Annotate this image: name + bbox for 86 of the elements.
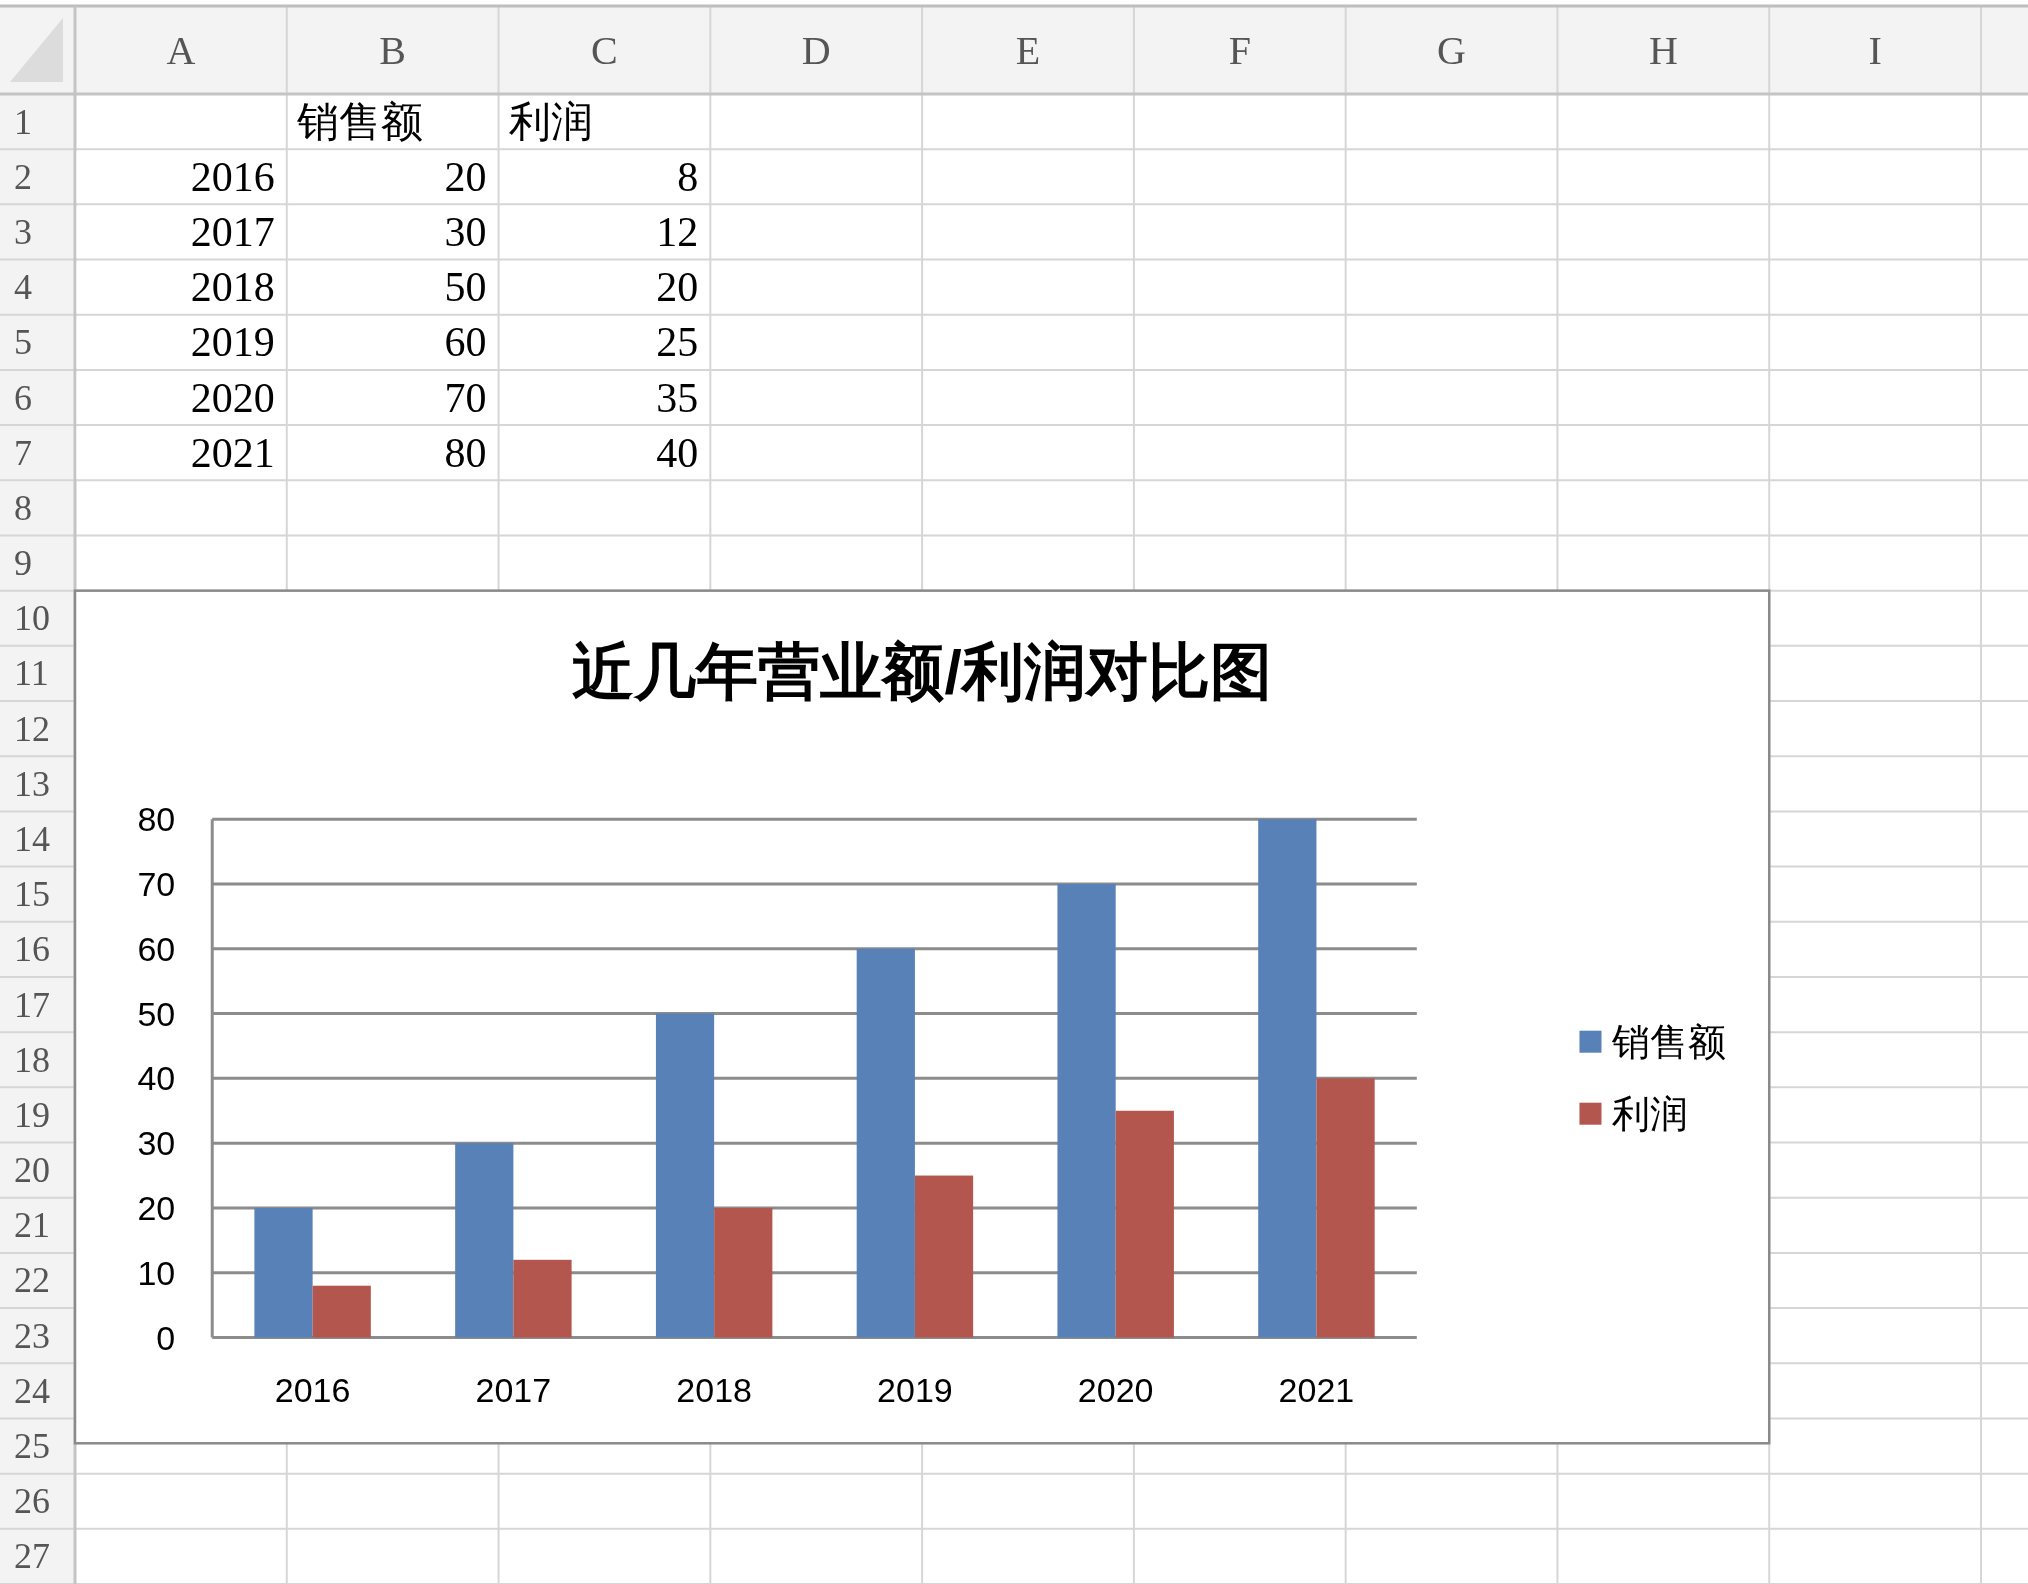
y-tick-label: 11 bbox=[14, 653, 49, 694]
data-label: 2021 bbox=[190, 429, 275, 476]
x-tick-label: A bbox=[166, 27, 196, 73]
y-tick-label: 50 bbox=[137, 994, 176, 1033]
x-tick-label: 2017 bbox=[475, 1370, 552, 1409]
y-tick-label: 12 bbox=[14, 708, 50, 749]
y-tick-label: 16 bbox=[14, 929, 50, 970]
bar bbox=[254, 1207, 313, 1338]
data-label: 30 bbox=[444, 208, 487, 255]
bar bbox=[655, 1013, 715, 1338]
y-tick-label: 26 bbox=[14, 1481, 50, 1522]
y-tick-label: 80 bbox=[137, 800, 176, 839]
data-label: 25 bbox=[656, 319, 699, 366]
y-tick-label: 10 bbox=[14, 598, 50, 639]
x-tick-label: 2020 bbox=[1077, 1370, 1154, 1409]
data-label: 80 bbox=[444, 429, 487, 476]
y-tick-label: 70 bbox=[137, 864, 176, 903]
y-tick-label: 40 bbox=[137, 1059, 176, 1098]
y-tick-label: 20 bbox=[14, 1150, 50, 1191]
annotation: 销售额 bbox=[295, 98, 423, 145]
y-tick-label: 2 bbox=[14, 156, 32, 197]
x-tick-label: I bbox=[1868, 27, 1882, 73]
data-label: 2017 bbox=[190, 208, 275, 255]
y-tick-label: 0 bbox=[156, 1318, 176, 1357]
bar bbox=[714, 1207, 773, 1338]
bar bbox=[1115, 1110, 1174, 1338]
y-tick-label: 22 bbox=[14, 1260, 50, 1301]
bar bbox=[455, 1143, 514, 1338]
y-tick-label: 14 bbox=[14, 819, 50, 859]
x-tick-label: 2021 bbox=[1278, 1370, 1355, 1409]
data-label: 35 bbox=[656, 374, 699, 421]
bar bbox=[513, 1259, 572, 1338]
y-tick-label: 18 bbox=[14, 1039, 50, 1080]
data-label: 70 bbox=[444, 374, 487, 421]
y-tick-label: 8 bbox=[14, 487, 32, 528]
x-tick-label: B bbox=[379, 27, 407, 73]
y-tick-label: 20 bbox=[137, 1188, 176, 1227]
data-label: 40 bbox=[656, 429, 699, 476]
x-tick-label: E bbox=[1015, 27, 1041, 73]
y-tick-label: 60 bbox=[137, 929, 176, 968]
y-tick-label: 10 bbox=[137, 1253, 176, 1292]
chart-title: 近几年营业额/利润对比图 bbox=[572, 637, 1272, 707]
data-label: 2020 bbox=[190, 374, 275, 421]
data-label: 20 bbox=[656, 264, 699, 311]
data-label: 12 bbox=[656, 208, 699, 255]
data-label: 2016 bbox=[190, 153, 275, 200]
x-tick-label: D bbox=[801, 27, 831, 73]
x-tick-label: F bbox=[1228, 27, 1251, 73]
y-tick-label: 25 bbox=[14, 1426, 50, 1467]
y-tick-label: 3 bbox=[14, 211, 32, 252]
bar bbox=[1057, 883, 1116, 1338]
y-tick-label: 13 bbox=[14, 763, 50, 804]
x-tick-label: H bbox=[1648, 27, 1678, 73]
bar bbox=[312, 1285, 371, 1338]
y-tick-label: 17 bbox=[14, 984, 50, 1025]
x-tick-label: 2019 bbox=[877, 1370, 953, 1409]
data-label: 8 bbox=[677, 153, 699, 200]
bar bbox=[856, 948, 915, 1338]
y-tick-label: 21 bbox=[14, 1205, 50, 1246]
y-tick-label: 6 bbox=[14, 377, 32, 418]
y-tick-label: 5 bbox=[14, 322, 32, 363]
data-label: 2018 bbox=[190, 264, 275, 311]
x-tick-label: G bbox=[1437, 27, 1466, 73]
y-tick-label: 30 bbox=[137, 1124, 176, 1163]
legend-label: 利润 bbox=[1612, 1092, 1689, 1135]
y-tick-label: 27 bbox=[14, 1536, 50, 1577]
bar bbox=[1316, 1078, 1375, 1338]
x-tick-label: 2016 bbox=[274, 1370, 351, 1409]
data-label: 60 bbox=[444, 319, 487, 366]
y-tick-label: 24 bbox=[14, 1370, 50, 1411]
y-tick-label: 9 bbox=[14, 543, 32, 584]
data-label: 50 bbox=[444, 264, 487, 311]
data-label: 20 bbox=[444, 153, 487, 200]
y-tick-label: 4 bbox=[14, 267, 32, 308]
bar bbox=[1258, 819, 1317, 1338]
legend-label: 销售额 bbox=[1611, 1020, 1727, 1063]
bar bbox=[914, 1175, 974, 1338]
y-tick-label: 15 bbox=[14, 874, 50, 915]
y-tick-label: 23 bbox=[14, 1315, 50, 1356]
y-tick-label: 1 bbox=[14, 101, 32, 142]
y-tick-label: 7 bbox=[14, 432, 32, 473]
x-tick-label: 2018 bbox=[676, 1370, 752, 1409]
data-label: 2019 bbox=[190, 319, 275, 366]
x-tick-label: C bbox=[591, 27, 618, 73]
annotation: 利润 bbox=[508, 98, 593, 145]
y-tick-label: 19 bbox=[14, 1094, 50, 1135]
